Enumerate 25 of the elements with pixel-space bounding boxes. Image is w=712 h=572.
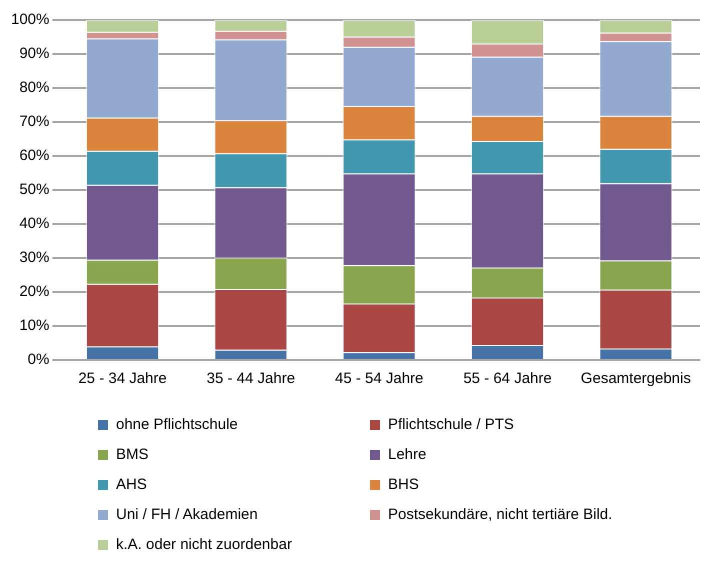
x-tick-label: Gesamtergebnis (580, 370, 691, 388)
y-tick-label: 30% (19, 249, 50, 266)
legend-label: AHS (116, 476, 147, 493)
legend-label: Uni / FH / Akademien (116, 506, 258, 523)
y-tick-label: 10% (19, 317, 50, 334)
legend-label: Pflichtschule / PTS (388, 416, 514, 433)
y-tick-label: 100% (10, 11, 50, 28)
legend-label: BHS (388, 476, 419, 493)
legend-label: Lehre (388, 446, 426, 463)
legend-label: ohne Pflichtschule (116, 416, 238, 433)
y-tick-label: 60% (19, 147, 50, 164)
y-tick-label: 50% (19, 181, 50, 198)
x-tick-label: 55 - 64 Jahre (463, 370, 552, 388)
legend-label: k.A. oder nicht zuordenbar (116, 536, 292, 553)
x-tick-label: 25 - 34 Jahre (78, 370, 167, 388)
y-tick-label: 80% (19, 79, 50, 96)
y-tick-label: 0% (28, 351, 50, 368)
x-tick-label: 35 - 44 Jahre (206, 370, 296, 388)
y-tick-label: 90% (19, 45, 50, 62)
legend-label: Postsekundäre, nicht tertiäre Bild. (388, 506, 612, 523)
x-tick-label: 45 - 54 Jahre (334, 370, 424, 388)
y-tick-label: 40% (19, 215, 50, 232)
y-tick-label: 20% (19, 283, 50, 300)
legend-label: BMS (116, 446, 149, 463)
y-tick-label: 70% (19, 113, 50, 130)
